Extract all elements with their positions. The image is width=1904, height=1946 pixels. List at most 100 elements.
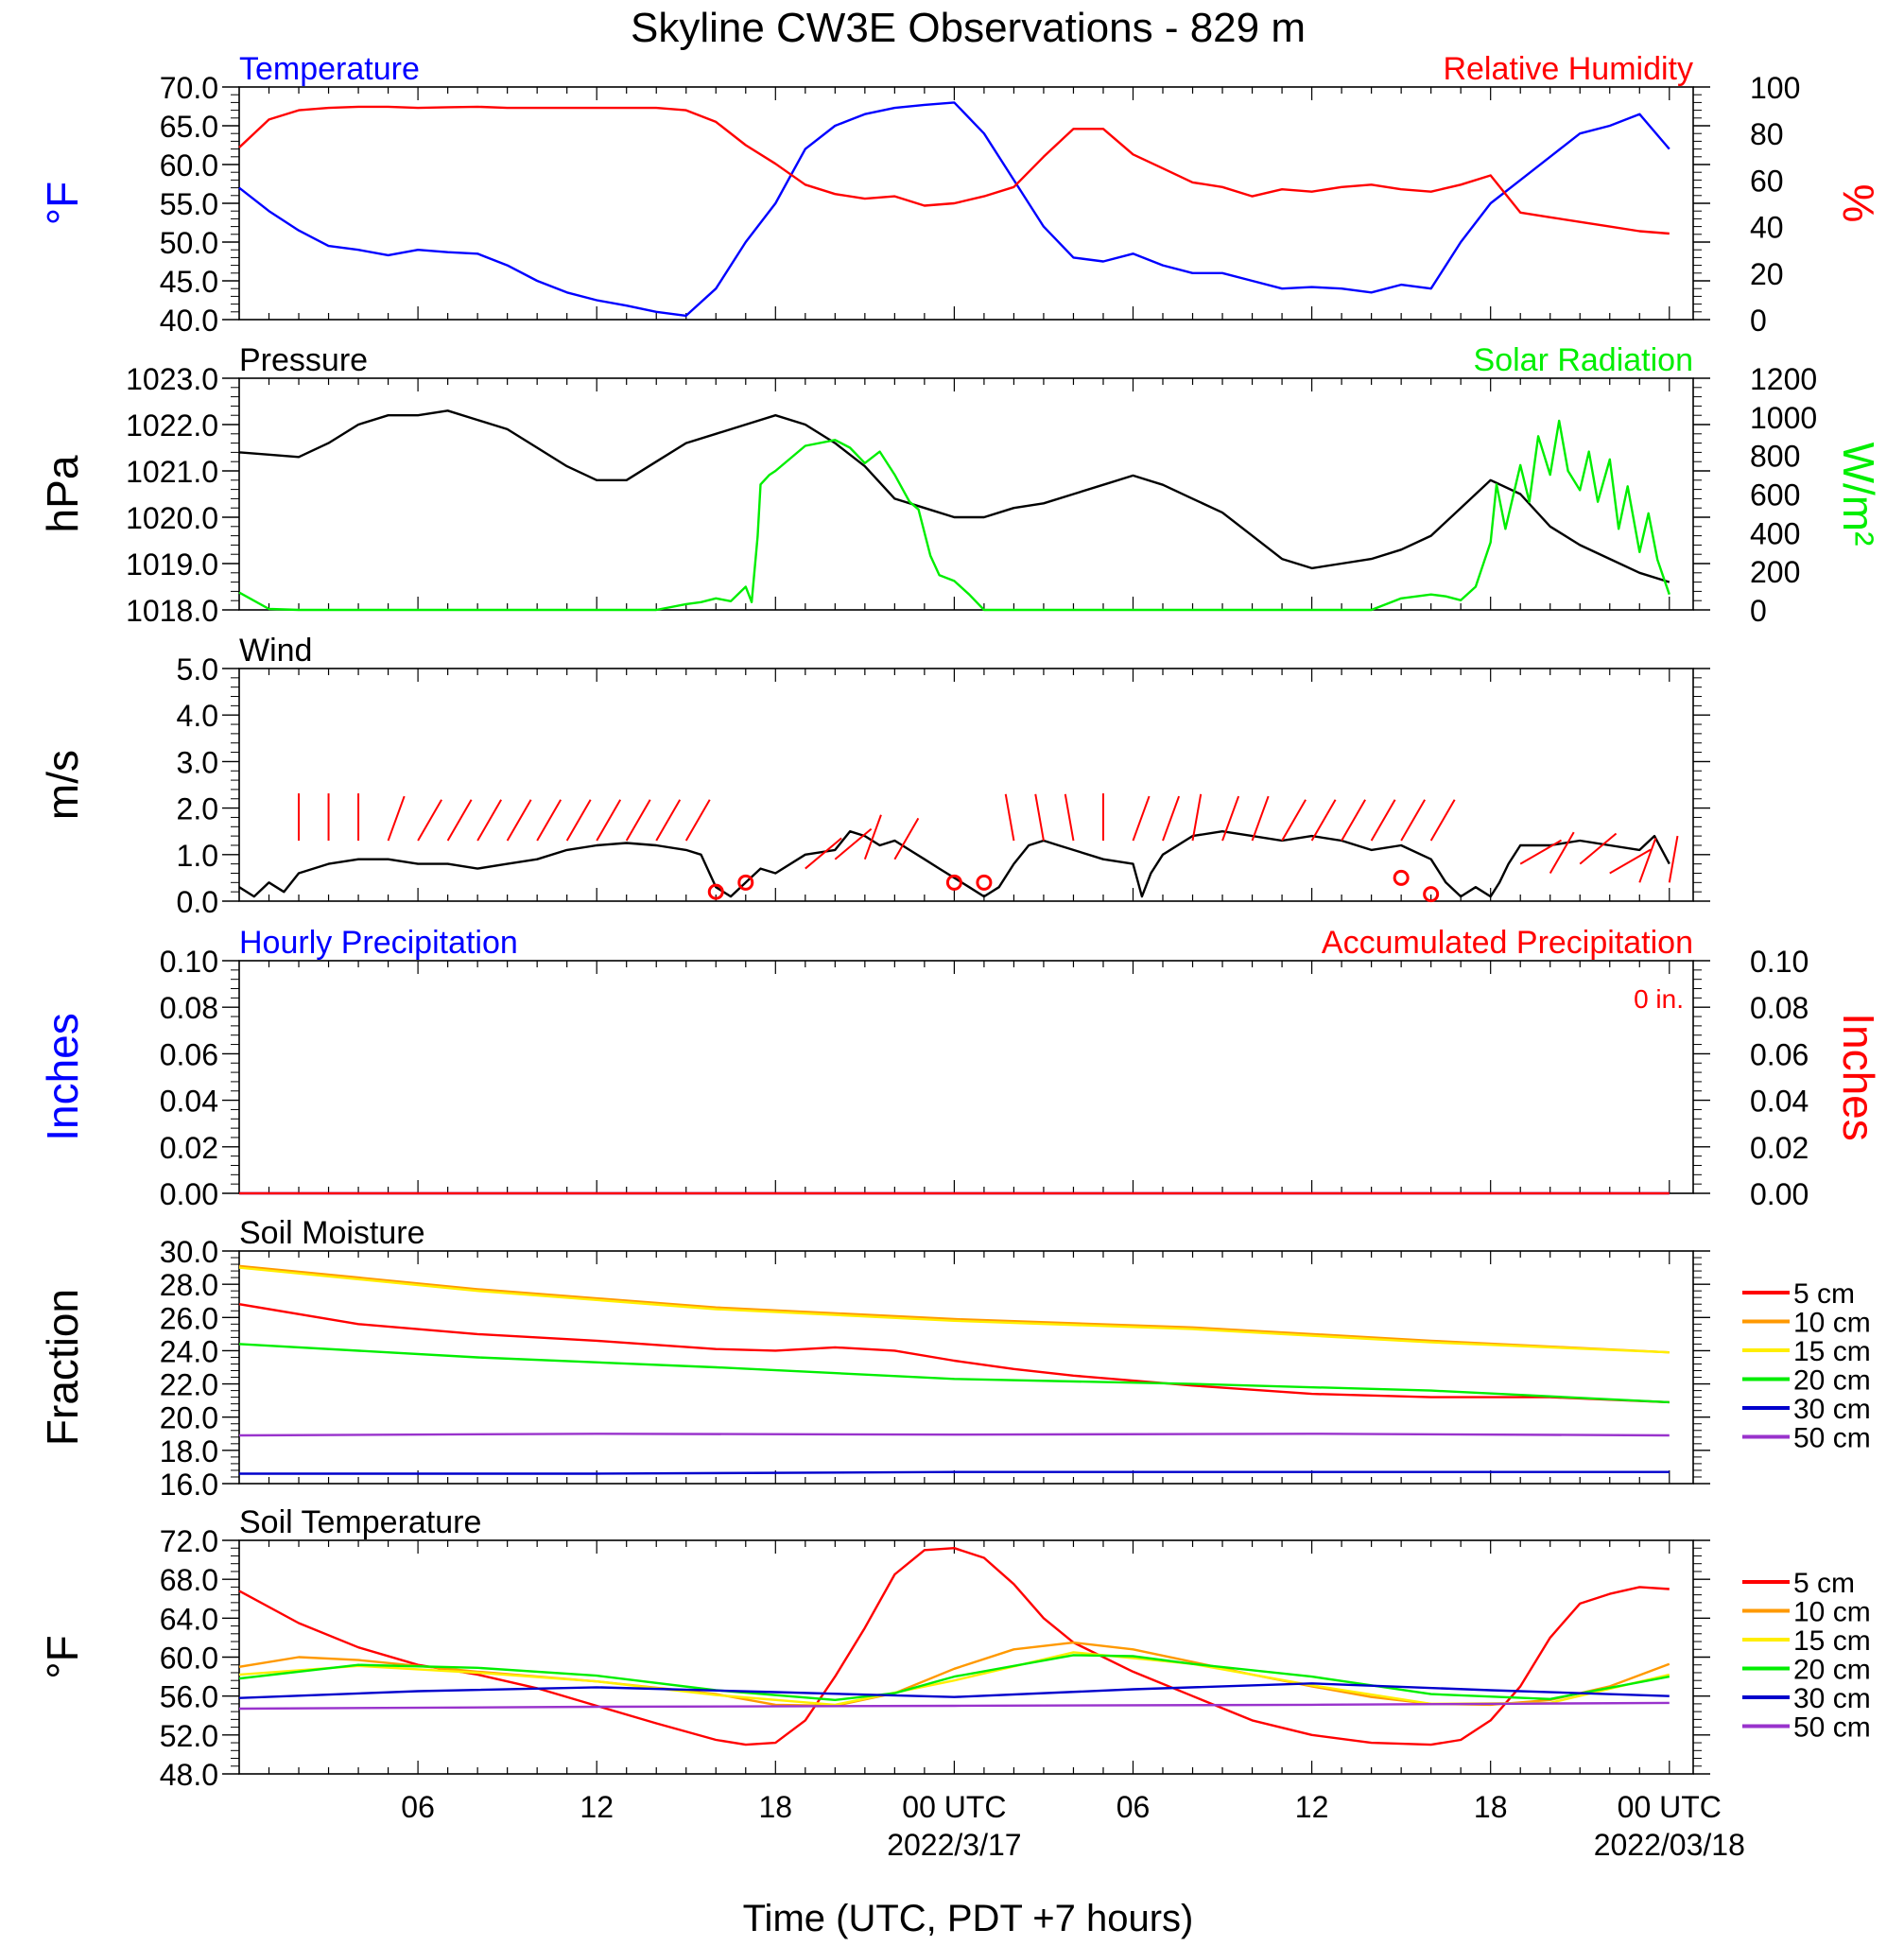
y-tick-label-left: 1021.0 xyxy=(126,455,218,489)
y-tick-label-left: 68.0 xyxy=(160,1563,218,1597)
y-tick-label-right: 0 xyxy=(1750,304,1767,338)
plot-frame xyxy=(238,1250,1694,1485)
y-axis-label-right: Inches xyxy=(1834,1013,1883,1141)
y-tick-label-left: 1.0 xyxy=(177,839,218,873)
panel-left-title: Hourly Precipitation xyxy=(239,925,518,961)
y-axis-label-left: °F xyxy=(38,182,87,226)
wind-barb xyxy=(536,799,563,842)
y-tick-label-left: 3.0 xyxy=(177,745,218,779)
wind-barb xyxy=(446,799,473,842)
panel-right-title: Solar Radiation xyxy=(1474,342,1693,378)
y-tick-label-left: 18.0 xyxy=(160,1434,218,1468)
wind-barb xyxy=(655,799,682,842)
y-tick-label-left: 22.0 xyxy=(160,1368,218,1402)
plot-frame xyxy=(238,668,1694,902)
series-line-50-cm xyxy=(238,1433,1670,1437)
wind-barb xyxy=(1310,799,1337,842)
y-tick-label-left: 5.0 xyxy=(177,652,218,686)
y-tick-label-right: 600 xyxy=(1750,478,1800,513)
y-tick-label-right: 0.06 xyxy=(1750,1037,1809,1071)
wind-barb xyxy=(1579,832,1618,865)
plot-frame xyxy=(238,377,1694,611)
x-tick-label: 12 xyxy=(1295,1790,1329,1824)
y-tick-label-right: 0.02 xyxy=(1750,1131,1809,1165)
y-tick-label-left: 0.06 xyxy=(160,1037,218,1071)
y-tick-label-left: 72.0 xyxy=(160,1524,218,1558)
wind-barb xyxy=(1281,799,1307,842)
legend-label: 50 cm xyxy=(1793,1423,1871,1454)
series-line-15-cm xyxy=(238,1266,1670,1354)
y-tick-label-left: 1023.0 xyxy=(126,362,218,396)
series-line-pressure xyxy=(238,409,1670,583)
calm-wind-circle xyxy=(945,874,962,891)
legend-label: 50 cm xyxy=(1793,1712,1871,1744)
x-date-label: 2022/3/17 xyxy=(887,1828,1021,1862)
wind-barb xyxy=(387,795,406,842)
y-tick-label-left: 1018.0 xyxy=(126,594,218,628)
y-axis-label-left: Fraction xyxy=(38,1289,87,1446)
y-tick-label-left: 50.0 xyxy=(160,226,218,260)
wind-barb xyxy=(565,799,592,842)
y-axis-label-left: Inches xyxy=(38,1013,87,1141)
wind-barb xyxy=(1400,799,1427,842)
series-line-20-cm xyxy=(238,1654,1670,1702)
series-line-5-cm xyxy=(238,1546,1670,1746)
wind-barb xyxy=(893,817,920,860)
x-tick-label: 18 xyxy=(758,1790,792,1824)
wind-barb xyxy=(1341,799,1366,842)
y-axis-label-left: m/s xyxy=(38,750,87,820)
legend-label: 5 cm xyxy=(1793,1568,1855,1599)
wind-barb xyxy=(834,827,873,860)
y-tick-label-right: 800 xyxy=(1750,440,1800,474)
panel-6: 48.0 52.0 56.0 60.0 64.0 68.0 72.0 Soil Tempera… xyxy=(38,1504,1871,1792)
panel-1: 40.0 45.0 50.0 55.0 60.0 65.0 70.0 0 20 40 60 80 100… xyxy=(38,51,1883,338)
y-tick-label-left: 24.0 xyxy=(160,1334,218,1368)
y-tick-label-left: 45.0 xyxy=(160,265,218,299)
series-line-30-cm xyxy=(239,1470,1670,1475)
series-line-50-cm xyxy=(238,1701,1670,1711)
plot-frame xyxy=(238,86,1694,321)
panel-3: 0.0 1.0 2.0 3.0 4.0 5.0 Wind m/s xyxy=(38,633,1710,919)
y-tick-label-right: 100 xyxy=(1750,71,1800,105)
y-tick-label-left: 0.0 xyxy=(177,885,218,919)
legend-label: 15 cm xyxy=(1793,1336,1871,1367)
wind-barb xyxy=(1132,795,1151,842)
panel-left-title: Wind xyxy=(239,633,312,669)
legend-label: 5 cm xyxy=(1793,1278,1855,1310)
wind-barb xyxy=(1638,837,1657,883)
wind-barb xyxy=(1668,835,1679,883)
legend-label: 30 cm xyxy=(1793,1683,1871,1714)
calm-wind-circle xyxy=(976,874,993,891)
x-axis-label: Time (UTC, PDT +7 hours) xyxy=(743,1898,1194,1939)
x-tick-label: 18 xyxy=(1474,1790,1508,1824)
wind-barb xyxy=(805,837,842,870)
y-tick-label-left: 65.0 xyxy=(160,110,218,144)
y-tick-label-right: 0.08 xyxy=(1750,991,1809,1025)
panel-left-title: Pressure xyxy=(239,342,368,378)
y-tick-label-left: 48.0 xyxy=(160,1758,218,1792)
y-tick-label-left: 4.0 xyxy=(177,699,218,733)
y-tick-label-right: 80 xyxy=(1750,117,1784,151)
y-tick-label-right: 400 xyxy=(1750,516,1800,550)
y-tick-label-right: 0.00 xyxy=(1750,1177,1809,1211)
series-line-temperature xyxy=(238,101,1670,318)
y-tick-label-left: 0.02 xyxy=(160,1131,218,1165)
series-line-5-cm xyxy=(238,1303,1670,1404)
plot-frame xyxy=(238,960,1694,1194)
wind-barb xyxy=(1034,793,1045,842)
series-line-relative-humidity xyxy=(238,105,1670,235)
panel-right-title: Relative Humidity xyxy=(1443,51,1693,87)
panel-5: 16.018.020.022.024.026.028.030.0 Soil Moi… xyxy=(38,1215,1871,1502)
y-tick-label-right: 0.10 xyxy=(1750,945,1809,979)
wind-barb xyxy=(417,799,442,842)
y-tick-label-left: 70.0 xyxy=(160,71,218,105)
y-tick-label-left: 0.10 xyxy=(160,945,218,979)
y-tick-label-left: 64.0 xyxy=(160,1602,218,1636)
y-tick-label-left: 28.0 xyxy=(160,1268,218,1302)
y-tick-label-left: 1022.0 xyxy=(126,408,218,443)
panel-annotation: 0 in. xyxy=(1634,984,1684,1014)
y-tick-label-right: 20 xyxy=(1750,257,1784,291)
y-tick-label-right: 1200 xyxy=(1750,362,1817,396)
y-tick-label-left: 30.0 xyxy=(160,1235,218,1269)
